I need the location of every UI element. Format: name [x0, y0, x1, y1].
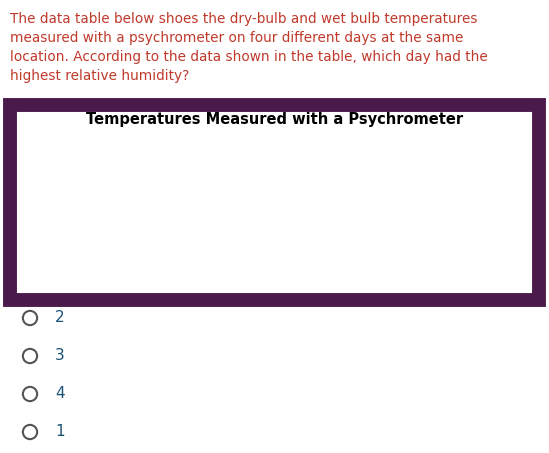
Text: 0: 0 [249, 208, 257, 222]
Text: 10: 10 [404, 208, 420, 222]
Text: 5: 5 [328, 208, 337, 222]
Text: 1: 1 [55, 424, 65, 439]
Text: 0: 0 [328, 260, 337, 273]
Text: −5: −5 [243, 260, 262, 273]
Text: highest relative humidity?: highest relative humidity? [10, 69, 189, 83]
Text: 2: 2 [327, 157, 337, 171]
Text: 5: 5 [407, 260, 416, 273]
Text: Day: Day [100, 157, 130, 171]
Text: The data table below shoes the dry-bulb and wet bulb temperatures: The data table below shoes the dry-bulb … [10, 12, 478, 26]
Text: measured with a psychrometer on four different days at the same: measured with a psychrometer on four dif… [10, 31, 463, 45]
Text: Temperatures Measured with a Psychrometer: Temperatures Measured with a Psychromete… [86, 112, 463, 127]
Text: 2: 2 [55, 310, 65, 326]
Text: 10: 10 [483, 260, 500, 273]
Text: 3: 3 [407, 157, 417, 171]
Text: 4: 4 [486, 157, 496, 171]
Text: 1: 1 [248, 157, 257, 171]
Text: 3: 3 [55, 348, 65, 363]
Text: Dry-bulb temperature (°C): Dry-bulb temperature (°C) [24, 208, 200, 222]
Text: 15: 15 [483, 208, 500, 222]
Text: 4: 4 [55, 386, 65, 401]
Text: Wet-bulb temperature (°C): Wet-bulb temperature (°C) [24, 260, 203, 273]
Text: location. According to the data shown in the table, which day had the: location. According to the data shown in… [10, 50, 488, 64]
